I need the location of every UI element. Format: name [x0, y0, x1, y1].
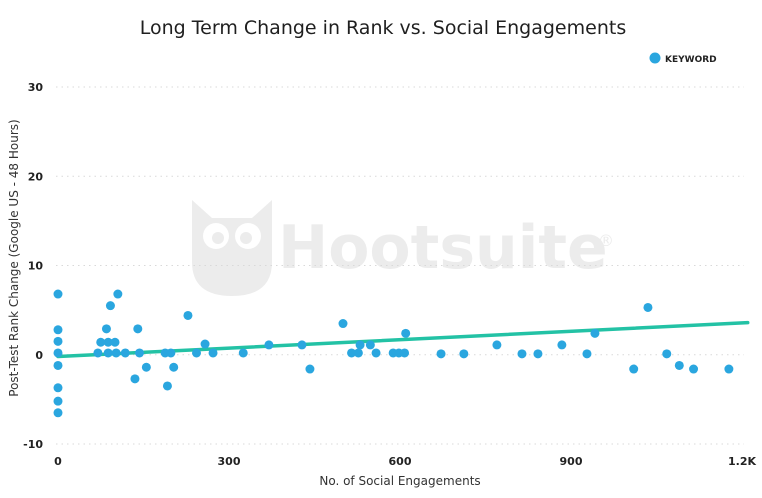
data-point — [347, 348, 357, 358]
data-point — [643, 302, 653, 312]
data-point — [533, 349, 543, 359]
data-point — [297, 340, 307, 350]
data-point — [689, 364, 699, 374]
data-point — [492, 340, 502, 350]
y-tick-label: 10 — [28, 260, 44, 273]
data-point — [93, 348, 103, 358]
data-point — [120, 348, 130, 358]
data-point — [305, 364, 315, 374]
data-point — [401, 328, 411, 338]
x-axis-label: No. of Social Engagements — [319, 474, 480, 488]
data-point — [53, 289, 63, 299]
data-point — [365, 340, 375, 350]
data-point — [264, 340, 274, 350]
data-point — [200, 339, 210, 349]
data-point — [582, 349, 592, 359]
data-point — [517, 349, 527, 359]
data-point — [53, 360, 63, 370]
y-tick-label: 20 — [28, 170, 44, 183]
data-point — [141, 362, 151, 372]
data-point — [459, 349, 469, 359]
data-point — [400, 348, 410, 358]
data-point — [96, 337, 106, 347]
data-point — [53, 396, 63, 406]
data-point — [103, 348, 113, 358]
data-point — [355, 340, 365, 350]
y-axis-label: Post-Test Rank Change (Google US - 48 Ho… — [7, 119, 21, 396]
data-point — [662, 349, 672, 359]
data-point — [110, 337, 120, 347]
x-axis-ticks: 0 300 600 900 1.2K — [54, 455, 756, 468]
registered-mark: ® — [598, 231, 614, 250]
watermark-text: Hootsuite — [278, 213, 608, 283]
data-points — [53, 289, 734, 418]
data-point — [53, 336, 63, 346]
data-point — [208, 348, 218, 358]
hootsuite-watermark: Hootsuite ® — [192, 200, 614, 296]
data-point — [169, 362, 179, 372]
owl-logo-icon — [192, 200, 272, 296]
data-point — [338, 319, 348, 329]
data-point — [103, 337, 113, 347]
data-point — [53, 383, 63, 393]
legend-label: KEYWORD — [665, 55, 717, 65]
legend: KEYWORD — [649, 52, 717, 65]
x-tick-label: 0 — [54, 455, 62, 468]
data-point — [53, 325, 63, 335]
data-point — [101, 324, 111, 334]
data-point — [133, 324, 143, 334]
gridlines — [56, 86, 744, 445]
y-tick-label: 30 — [28, 81, 44, 94]
data-point — [183, 310, 193, 320]
data-point — [371, 348, 381, 358]
x-tick-label: 600 — [389, 455, 412, 468]
data-point — [674, 360, 684, 370]
data-point — [113, 289, 123, 299]
data-point — [724, 364, 734, 374]
data-point — [192, 348, 202, 358]
data-point — [162, 381, 172, 391]
data-point — [166, 348, 176, 358]
data-point — [53, 348, 63, 358]
data-point — [130, 374, 140, 384]
y-axis-ticks: 30 20 10 0 -10 — [23, 81, 43, 451]
x-tick-label: 300 — [218, 455, 241, 468]
data-point — [629, 364, 639, 374]
data-point — [557, 340, 567, 350]
y-tick-label: 0 — [35, 349, 43, 362]
legend-swatch — [649, 52, 661, 64]
x-tick-label: 900 — [560, 455, 583, 468]
data-point — [436, 349, 446, 359]
data-point — [238, 348, 248, 358]
chart-title: Long Term Change in Rank vs. Social Enga… — [140, 17, 626, 39]
data-point — [105, 301, 115, 311]
data-point — [111, 348, 121, 358]
data-point — [590, 328, 600, 338]
data-point — [353, 348, 363, 358]
y-tick-label: -10 — [23, 438, 43, 451]
data-point — [135, 348, 145, 358]
data-point — [53, 408, 63, 418]
x-tick-label: 1.2K — [728, 455, 756, 468]
